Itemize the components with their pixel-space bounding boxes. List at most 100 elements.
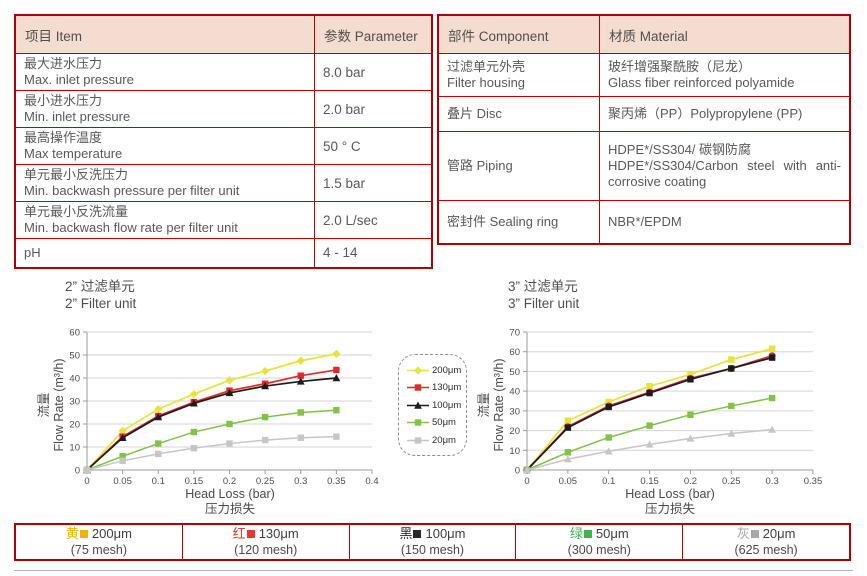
mesh-legend-cell-red: 红 130μm (120 mesh) — [181, 525, 349, 559]
svg-text:0.05: 0.05 — [559, 476, 578, 487]
spec-value: 1.5 bar — [323, 175, 366, 191]
table-row: 最小进水压力 Min. inlet pressure 2.0 bar — [14, 90, 433, 128]
chart-3in-title: 3” 过滤单元 3” Filter unit — [508, 278, 867, 312]
micron-size: 130μm — [258, 526, 299, 541]
spec-item-zh: 最小进水压力 — [24, 93, 103, 108]
svg-text:0.4: 0.4 — [365, 476, 378, 487]
micron-size: 200μm — [91, 526, 132, 541]
material-header-material: 材质 Material — [599, 14, 851, 54]
material-value-en: HDPE*/SS304/Carbon steel with anti-corro… — [608, 158, 841, 189]
legend-entry-100um: 100μm — [407, 400, 466, 411]
mesh-count: (120 mesh) — [234, 543, 298, 557]
component-name-en: Filter housing — [447, 75, 526, 90]
svg-text:10: 10 — [69, 443, 80, 454]
color-name-char: 黄 — [65, 526, 79, 541]
spec-item-en: Min. inlet pressure — [24, 109, 131, 124]
spec-item-zh: 单元最小反洗流量 — [24, 204, 129, 219]
table-row: 最高操作温度 Max temperature 50 ° C — [14, 127, 433, 165]
spec-item-en: Min. backwash pressure per filter unit — [24, 183, 240, 198]
component-name: 管路 Piping — [447, 158, 513, 173]
mesh-legend-cell-grey: 灰 20μm (625 mesh) — [682, 525, 849, 559]
legend-marker-icon — [407, 419, 429, 426]
svg-text:0.25: 0.25 — [256, 476, 275, 487]
component-name-zh: 过滤单元外壳 — [447, 59, 526, 74]
legend-label: 50μm — [432, 417, 456, 428]
svg-text:70: 70 — [509, 328, 520, 339]
spec-item-zh: pH — [24, 244, 41, 260]
svg-text:0.2: 0.2 — [684, 476, 697, 487]
mesh-count: (150 mesh) — [400, 543, 465, 557]
color-swatch-icon — [413, 530, 422, 538]
mesh-count: (625 mesh) — [734, 543, 798, 557]
svg-text:30: 30 — [69, 397, 80, 408]
spec-item-zh: 最高操作温度 — [24, 130, 103, 145]
svg-text:0.2: 0.2 — [223, 476, 236, 487]
svg-text:0.1: 0.1 — [602, 476, 615, 487]
legend-entry-50um: 50μm — [407, 417, 466, 428]
svg-text:0.1: 0.1 — [152, 476, 165, 487]
spec-value: 2.0 L/sec — [323, 212, 378, 228]
svg-text:60: 60 — [69, 328, 80, 339]
color-swatch-icon — [750, 530, 759, 538]
spec-table: 项目 Item 参数 Parameter 最大进水压力 Max. inlet pr… — [14, 14, 433, 269]
spec-value: 4 - 14 — [323, 245, 358, 261]
color-name-char: 绿 — [569, 526, 583, 541]
legend-label: 130μm — [432, 382, 462, 393]
material-header-component: 部件 Component — [437, 14, 600, 54]
svg-text:0.15: 0.15 — [185, 476, 204, 487]
chart-title-zh: 2” 过滤单元 — [65, 279, 135, 294]
svg-text:0: 0 — [84, 476, 89, 487]
svg-text:0.3: 0.3 — [294, 476, 307, 487]
color-swatch-icon — [79, 530, 88, 538]
component-name: 密封件 Sealing ring — [447, 213, 559, 229]
mesh-legend-cell-yellow: 黄 200μm (75 mesh) — [16, 525, 182, 559]
spec-header-parameter: 参数 Parameter — [314, 14, 433, 54]
mesh-color-legend: 黄 200μm (75 mesh) 红 130μm (120 mesh) 黑 100μ… — [14, 523, 851, 561]
legend-entry-130um: 130μm — [407, 382, 466, 393]
svg-text:0.3: 0.3 — [766, 476, 779, 487]
table-row: 密封件 Sealing ring NBR*/EPDM — [437, 200, 851, 244]
svg-text:60: 60 — [509, 347, 520, 358]
legend-marker-icon — [407, 401, 429, 409]
spec-header-item: 项目 Item — [14, 14, 315, 54]
spec-value: 2.0 bar — [323, 101, 366, 117]
material-table: 部件 Component 材质 Material 过滤单元外壳 Filter ho… — [437, 14, 851, 245]
material-value-zh: HDPE*/SS304/ 碳钢防腐 — [608, 142, 752, 157]
legend-marker-icon — [407, 384, 429, 391]
chart-2in-block: 2” 过滤单元 2” Filter unit 0 10 20 30 40 50 60 0 0.0… — [28, 278, 428, 520]
table-row: 最大进水压力 Max. inlet pressure 8.0 bar — [14, 53, 433, 91]
svg-text:0.35: 0.35 — [804, 476, 823, 487]
svg-text:50: 50 — [509, 367, 520, 378]
component-name: 叠片 Disc — [447, 106, 502, 121]
chart-title-zh: 3” 过滤单元 — [508, 279, 578, 294]
legend-entry-20um: 20μm — [407, 435, 466, 446]
mesh-legend-cell-black: 黑 100μm (150 mesh) — [348, 525, 516, 559]
svg-text:0.25: 0.25 — [722, 476, 741, 487]
svg-text:0.15: 0.15 — [640, 476, 659, 487]
svg-text:0: 0 — [524, 476, 529, 487]
mesh-legend-cell-green: 绿 50μm (300 mesh) — [515, 525, 682, 559]
material-value: NBR*/EPDM — [608, 213, 682, 229]
material-value-zh: 玻纤增强聚酰胺（尼龙） — [608, 59, 752, 74]
svg-text:0.35: 0.35 — [327, 476, 346, 487]
legend-label: 200μm — [432, 364, 462, 376]
spec-item-zh: 单元最小反洗压力 — [24, 167, 129, 182]
spec-item-en: Max. inlet pressure — [24, 72, 134, 87]
spec-item-en: Min. backwash flow rate per filter unit — [24, 220, 238, 235]
mesh-count: (300 mesh) — [567, 543, 631, 557]
svg-text:50: 50 — [69, 351, 80, 362]
svg-text:20: 20 — [509, 426, 520, 437]
spec-value: 8.0 bar — [323, 64, 366, 80]
chart-title-en: 3” Filter unit — [508, 296, 580, 311]
svg-text:0: 0 — [515, 466, 520, 477]
mesh-count: (75 mesh) — [70, 543, 128, 557]
chart-title-en: 2” Filter unit — [65, 296, 137, 311]
chart-series-legend: 200μm 130μm 100μm 50μm 20μm — [398, 354, 467, 456]
page-divider — [14, 570, 853, 571]
x-axis-title: Head Loss (bar) 压力损失 — [625, 487, 715, 516]
table-row: 管路 Piping HDPE*/SS304/ 碳钢防腐 HDPE*/SS304/C… — [437, 131, 851, 201]
micron-size: 100μm — [425, 526, 466, 541]
svg-text:40: 40 — [509, 387, 520, 398]
color-name-char: 黑 — [399, 526, 413, 541]
svg-text:0: 0 — [75, 466, 80, 477]
